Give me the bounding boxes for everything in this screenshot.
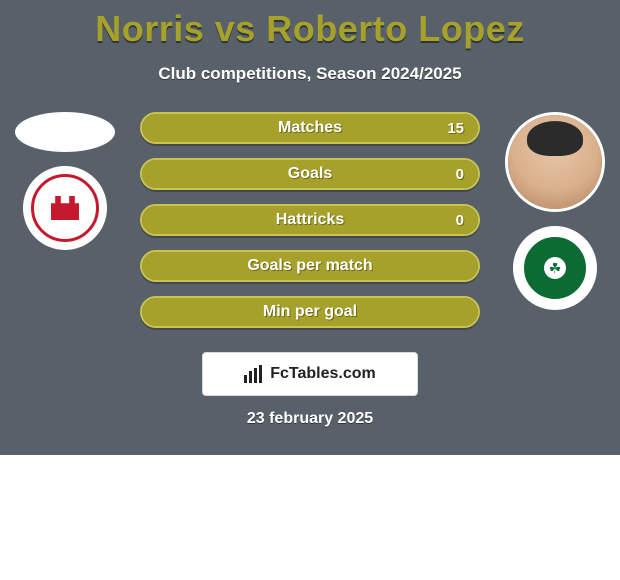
left-player-photo xyxy=(15,112,115,152)
shelbourne-crest-icon xyxy=(31,174,99,242)
stat-bar: Goals per match xyxy=(140,250,480,282)
stat-bar: Goals 0 xyxy=(140,158,480,190)
bar-label: Goals per match xyxy=(247,257,372,275)
bar-label: Matches xyxy=(278,119,342,137)
bar-right-value: 0 xyxy=(456,166,464,183)
page-title: Norris vs Roberto Lopez xyxy=(0,0,620,50)
bar-label: Hattricks xyxy=(276,211,344,229)
bar-label: Min per goal xyxy=(263,303,357,321)
right-club-crest: ☘ xyxy=(513,226,597,310)
date-text: 23 february 2025 xyxy=(0,410,620,428)
right-side: ☘ xyxy=(490,112,620,310)
stat-bar: Min per goal xyxy=(140,296,480,328)
barchart-icon xyxy=(244,365,264,383)
comparison-card: Norris vs Roberto Lopez Club competition… xyxy=(0,0,620,455)
left-side xyxy=(0,112,130,250)
stat-bars: Matches 15 Goals 0 Hattricks 0 Goals per match… xyxy=(130,112,490,328)
bar-right-value: 0 xyxy=(456,212,464,229)
left-club-crest xyxy=(23,166,107,250)
right-player-photo xyxy=(505,112,605,212)
shamrock-icon: ☘ xyxy=(544,257,566,279)
face-icon xyxy=(508,115,602,209)
subtitle: Club competitions, Season 2024/2025 xyxy=(0,64,620,84)
body-row: Matches 15 Goals 0 Hattricks 0 Goals per match… xyxy=(0,112,620,328)
castle-icon xyxy=(51,196,79,220)
stat-bar: Matches 15 xyxy=(140,112,480,144)
bar-label: Goals xyxy=(288,165,332,183)
footer-badge[interactable]: FcTables.com xyxy=(202,352,418,396)
stat-bar: Hattricks 0 xyxy=(140,204,480,236)
footer-text: FcTables.com xyxy=(270,365,376,383)
bar-right-value: 15 xyxy=(447,120,464,137)
shamrock-crest-icon: ☘ xyxy=(521,234,589,302)
